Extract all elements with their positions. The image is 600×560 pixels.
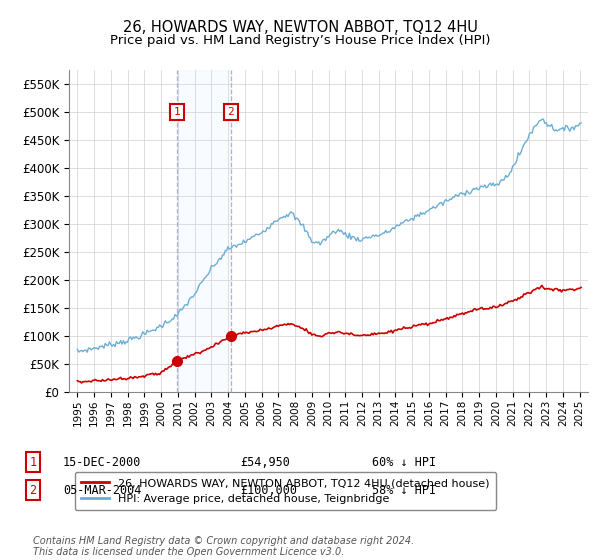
Text: 15-DEC-2000: 15-DEC-2000 (63, 455, 142, 469)
Text: 05-MAR-2004: 05-MAR-2004 (63, 483, 142, 497)
Text: Price paid vs. HM Land Registry’s House Price Index (HPI): Price paid vs. HM Land Registry’s House … (110, 34, 490, 46)
Text: 58% ↓ HPI: 58% ↓ HPI (372, 483, 436, 497)
Text: £100,000: £100,000 (240, 483, 297, 497)
Text: 1: 1 (174, 107, 181, 117)
Text: 60% ↓ HPI: 60% ↓ HPI (372, 455, 436, 469)
Text: 2: 2 (227, 107, 234, 117)
Text: 1: 1 (29, 455, 37, 469)
Text: Contains HM Land Registry data © Crown copyright and database right 2024.
This d: Contains HM Land Registry data © Crown c… (33, 535, 414, 557)
Text: £54,950: £54,950 (240, 455, 290, 469)
Bar (177, 70, 231, 392)
Legend: 26, HOWARDS WAY, NEWTON ABBOT, TQ12 4HU (detached house), HPI: Average price, de: 26, HOWARDS WAY, NEWTON ABBOT, TQ12 4HU … (74, 472, 496, 510)
Text: 26, HOWARDS WAY, NEWTON ABBOT, TQ12 4HU: 26, HOWARDS WAY, NEWTON ABBOT, TQ12 4HU (122, 20, 478, 35)
Text: 2: 2 (29, 483, 37, 497)
